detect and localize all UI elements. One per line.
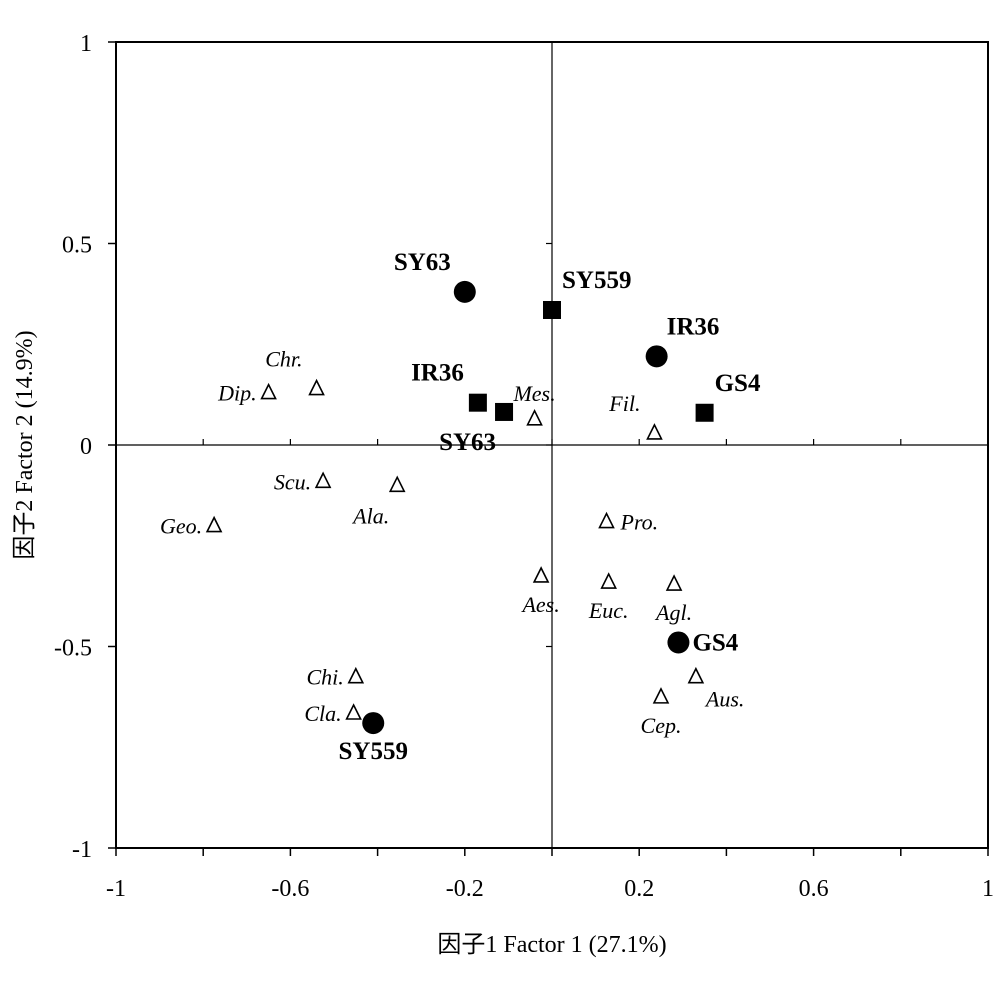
triangle-marker — [260, 382, 277, 400]
circle-marker — [645, 345, 668, 368]
x-axis-ticks: -1 -0.6 -0.2 0.2 0.6 1 — [106, 439, 994, 902]
x-tick-label: -0.2 — [446, 876, 484, 902]
point-label: Euc. — [588, 598, 629, 623]
x-tick-label: 0.2 — [624, 876, 654, 902]
triangle-marker — [652, 687, 670, 704]
point-label: Aus. — [704, 687, 745, 712]
square-marker — [543, 300, 561, 319]
x-tick-label: -1 — [106, 876, 126, 902]
circle-marker — [362, 712, 385, 735]
point-label: GS4 — [715, 370, 761, 397]
triangle-marker — [345, 703, 362, 720]
y-tick-label: -0.5 — [54, 636, 92, 662]
point-label: Scu. — [274, 469, 311, 494]
triangle-marker — [388, 475, 406, 493]
y-tick-label: 0 — [80, 434, 92, 460]
point-label: SY63 — [439, 429, 496, 456]
point-label: Mes. — [512, 381, 555, 406]
point-label: Ala. — [351, 503, 389, 528]
triangle-marker — [687, 666, 705, 684]
square-marker — [695, 403, 714, 422]
x-tick-label: 0.6 — [799, 876, 829, 902]
point-label: Dip. — [217, 381, 257, 406]
square-marker — [495, 402, 514, 421]
point-label: GS4 — [692, 629, 738, 656]
y-axis-ticks: 1 0.5 0 -0.5 -1 — [54, 31, 552, 863]
triangle-marker — [532, 566, 550, 583]
circle-marker — [453, 280, 476, 303]
x-tick-label: 1 — [982, 876, 994, 902]
x-axis-title: 因子1 Factor 1 (27.1%) — [437, 932, 666, 958]
point-label: Fil. — [608, 391, 640, 416]
triangle-marker — [308, 378, 325, 396]
triangle-marker — [205, 515, 223, 533]
point-label: Pro. — [620, 510, 659, 535]
point-label: SY559 — [562, 267, 631, 294]
y-axis-title: 因子2 Factor 2 (14.9%) — [12, 330, 38, 559]
triangle-marker — [526, 409, 543, 426]
y-tick-label: -1 — [72, 837, 92, 863]
triangle-marker — [646, 423, 663, 440]
triangle-marker — [314, 471, 332, 489]
point-label: Chr. — [265, 347, 302, 372]
point-label: SY559 — [339, 738, 408, 765]
square-marker — [468, 393, 487, 412]
data-points: SY63 IR36 GS4 SY559 SY559 IR36 SY63 GS4 Dip. Chr.… — [160, 249, 761, 765]
point-label: Agl. — [654, 600, 692, 625]
point-label: IR36 — [667, 313, 720, 340]
x-tick-label: -0.6 — [271, 876, 309, 902]
point-label: Aes. — [520, 592, 559, 617]
point-label: Geo. — [160, 514, 202, 539]
point-label: Chi. — [307, 665, 344, 690]
triangle-marker — [665, 574, 683, 591]
y-tick-label: 1 — [80, 31, 92, 57]
triangle-marker — [598, 511, 615, 529]
circle-marker — [667, 631, 690, 654]
point-label: SY63 — [394, 249, 451, 276]
point-label: IR36 — [411, 360, 464, 387]
point-label: Cla. — [304, 701, 341, 726]
y-tick-label: 0.5 — [62, 233, 92, 259]
triangle-marker — [347, 666, 365, 684]
triangle-marker — [600, 572, 617, 589]
point-label: Cep. — [641, 713, 682, 738]
